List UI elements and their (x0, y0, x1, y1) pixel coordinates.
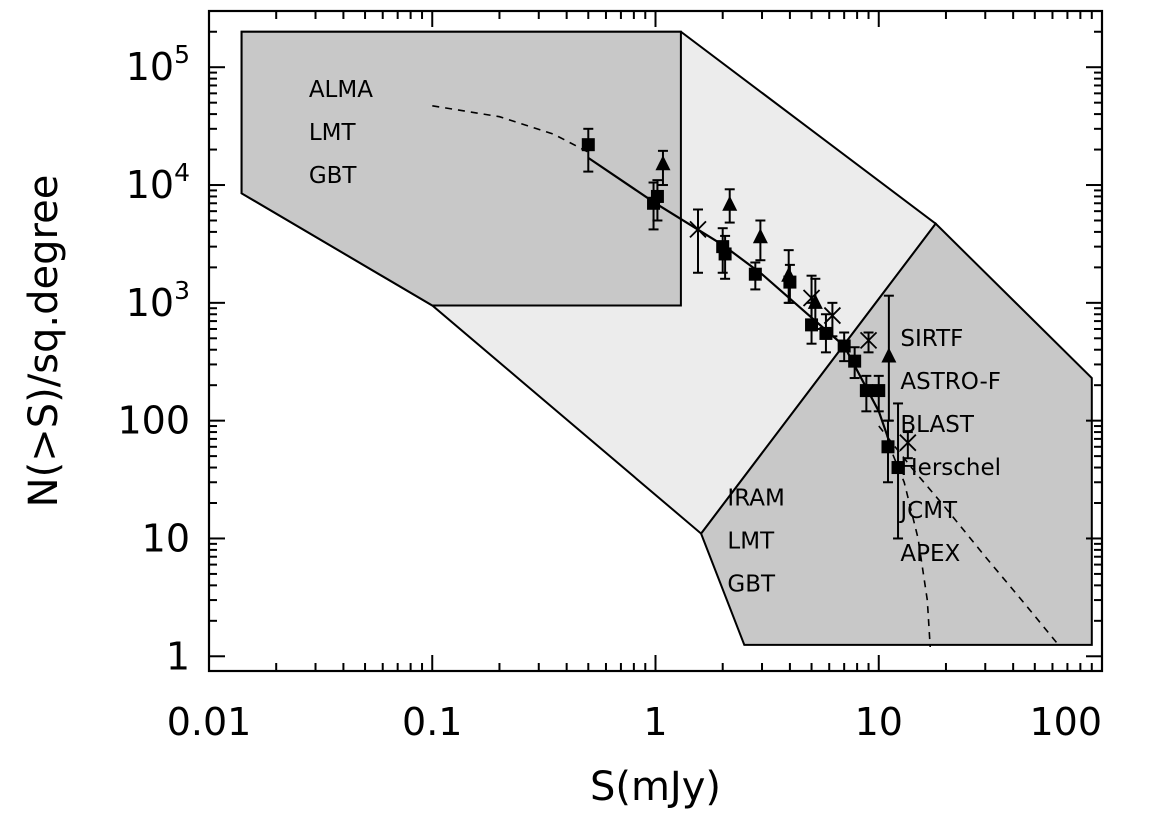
x-tick-label: 0.01 (167, 700, 252, 744)
cross-point (802, 274, 821, 323)
cross-point (823, 301, 842, 338)
coverage-regions (240, 30, 1093, 646)
x-tick-label: 100 (1029, 700, 1102, 744)
square-marker (837, 339, 851, 353)
square-marker (748, 267, 762, 281)
dashed-curve (432, 105, 589, 153)
y-tick-label: 100 (117, 399, 190, 443)
x-tick-label: 1 (643, 700, 667, 744)
cross-point (859, 331, 878, 354)
square-marker (581, 138, 595, 152)
right-region-label: APEX (900, 541, 960, 567)
triangle-point (752, 219, 768, 262)
square-marker (819, 326, 833, 340)
triangle-marker (752, 228, 768, 244)
lower-region-label: LMT (727, 529, 775, 555)
square-point (650, 179, 664, 222)
y-tick-label: 10 (142, 516, 190, 560)
x-tick-label: 0.1 (402, 700, 462, 744)
y-tick-label: 104 (126, 158, 190, 207)
y-tick-label: 105 (126, 40, 190, 89)
dashed-curve (878, 425, 1061, 648)
square-point (848, 346, 862, 380)
data-points (581, 127, 917, 540)
triangle-marker (781, 266, 797, 282)
x-axis-title: S(mJy) (590, 764, 721, 810)
upper-region-label: ALMA (309, 77, 373, 103)
upper-region-label: LMT (309, 120, 357, 146)
cross-marker (859, 331, 878, 350)
square-marker (891, 461, 905, 475)
square-point (859, 374, 873, 413)
triangle-marker (655, 155, 671, 171)
triangle-marker (722, 195, 738, 211)
lower-region-label: GBT (727, 572, 776, 598)
cross-marker (802, 289, 821, 307)
square-point (837, 331, 851, 363)
right-region-label: BLAST (900, 412, 974, 438)
cross-marker (899, 434, 917, 452)
triangle-point (655, 149, 671, 187)
square-marker (848, 354, 862, 368)
region-labels: ALMA LMT GBT IRAM LMT GBT SIRTF ASTRO-F BLAST Her… (309, 77, 1001, 598)
square-marker (859, 384, 873, 398)
lower-region-label: IRAM (727, 486, 784, 512)
cross-marker (823, 306, 842, 325)
square-point (748, 261, 762, 291)
upper-region-label: GBT (309, 163, 358, 189)
right-region-label: Herschel (900, 455, 1001, 481)
x-tick-label: 10 (855, 700, 903, 744)
region-upper (240, 30, 682, 307)
fit-line (587, 156, 891, 444)
square-point (891, 402, 905, 540)
region-lower (699, 222, 1093, 646)
square-point (581, 127, 595, 173)
triangle-point (781, 249, 797, 304)
square-marker (650, 189, 664, 203)
triangle-point (722, 188, 738, 224)
square-marker (718, 247, 732, 261)
y-tick-label: 103 (126, 276, 190, 325)
y-axis-title: N(>S)/sq.degree (21, 175, 67, 508)
right-region-label: SIRTF (900, 326, 963, 352)
square-point (718, 234, 732, 280)
cross-marker (689, 220, 707, 239)
square-marker (872, 384, 886, 398)
triangle-point (881, 294, 897, 422)
axes: 0.01 0.1 1 10 100 1 10 100 103 104 105 S(mJy) N(>S)/… (21, 9, 1104, 810)
square-point (872, 374, 886, 413)
cross-point (899, 431, 917, 460)
triangle-marker (881, 347, 897, 363)
right-region-label: ASTRO-F (900, 369, 1001, 395)
y-tick-label: 1 (166, 634, 190, 678)
cross-point (689, 208, 707, 274)
square-marker (881, 440, 895, 454)
right-region-label: JCMT (898, 498, 958, 524)
